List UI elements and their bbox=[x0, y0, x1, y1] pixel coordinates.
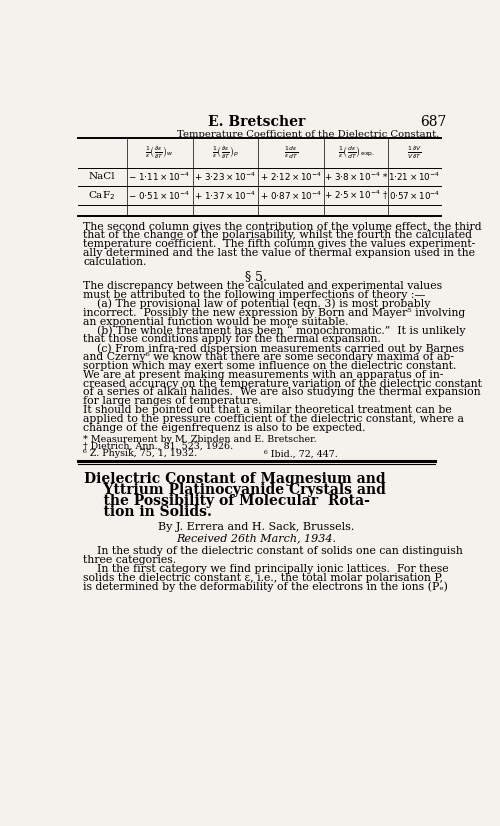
Text: (a) The provisional law of potential (eqn. 3) is most probably: (a) The provisional law of potential (eq… bbox=[84, 299, 431, 310]
Text: temperature coefficient.  The fifth column gives the values experiment-: temperature coefficient. The fifth colum… bbox=[84, 240, 475, 249]
Text: $+\ 2{\cdot}5 \times 10^{-4}$ †: $+\ 2{\cdot}5 \times 10^{-4}$ † bbox=[324, 188, 388, 202]
Text: $1{\cdot}21 \times 10^{-4}$: $1{\cdot}21 \times 10^{-4}$ bbox=[388, 171, 440, 183]
Text: $\frac{1}{\epsilon}\left(\frac{\partial\epsilon}{\partial T}\right)_w$: $\frac{1}{\epsilon}\left(\frac{\partial\… bbox=[146, 145, 174, 161]
Text: $+\ 0{\cdot}87 \times 10^{-4}$: $+\ 0{\cdot}87 \times 10^{-4}$ bbox=[260, 189, 322, 202]
Text: and Czerny⁶ we know that there are some secondary maxima of ab-: and Czerny⁶ we know that there are some … bbox=[84, 352, 454, 362]
Text: three categories.: three categories. bbox=[84, 555, 176, 565]
Text: of a series of alkali halides.  We are also studying the thermal expansion: of a series of alkali halides. We are al… bbox=[84, 387, 481, 397]
Text: change of the eigenfrequenz is also to be expected.: change of the eigenfrequenz is also to b… bbox=[84, 423, 366, 433]
Text: $+\ 3{\cdot}8 \times 10^{-4}$ *: $+\ 3{\cdot}8 \times 10^{-4}$ * bbox=[324, 171, 388, 183]
Text: † Dietrich, Ann., 81, 523, 1926.: † Dietrich, Ann., 81, 523, 1926. bbox=[84, 442, 234, 451]
Text: CaF$_2$: CaF$_2$ bbox=[88, 189, 116, 202]
Text: $\frac{1}{\epsilon}\frac{d\epsilon}{dT}$: $\frac{1}{\epsilon}\frac{d\epsilon}{dT}$ bbox=[284, 145, 298, 161]
Text: § 5.: § 5. bbox=[246, 269, 267, 282]
Text: $+\ 3{\cdot}23 \times 10^{-4}$: $+\ 3{\cdot}23 \times 10^{-4}$ bbox=[194, 171, 256, 183]
Text: We are at present making measurements with an apparatus of in-: We are at present making measurements wi… bbox=[84, 370, 444, 380]
Text: $0{\cdot}57 \times 10^{-4}$: $0{\cdot}57 \times 10^{-4}$ bbox=[388, 189, 440, 202]
Text: the Possibility of Molecular  Rota-: the Possibility of Molecular Rota- bbox=[84, 494, 370, 508]
Text: for large ranges of temperature.: for large ranges of temperature. bbox=[84, 396, 262, 406]
Text: that those conditions apply for the thermal expansion.: that those conditions apply for the ther… bbox=[84, 335, 382, 344]
Text: sorption which may exert some influence on the dielectric constant.: sorption which may exert some influence … bbox=[84, 361, 457, 371]
Text: $\frac{1}{\epsilon}\left(\frac{\partial\epsilon}{\partial T}\right)_p$: $\frac{1}{\epsilon}\left(\frac{\partial\… bbox=[212, 145, 238, 161]
Text: must be attributed to the following imperfections of theory :—: must be attributed to the following impe… bbox=[84, 290, 426, 300]
Text: $\frac{1}{V}\frac{\partial V}{\partial T}$: $\frac{1}{V}\frac{\partial V}{\partial T… bbox=[407, 145, 422, 161]
Text: an exponential function would be more suitable.: an exponential function would be more su… bbox=[84, 316, 349, 326]
Text: In the first category we find principally ionic lattices.  For these: In the first category we find principall… bbox=[84, 564, 449, 574]
Text: Received 26th March, 1934.: Received 26th March, 1934. bbox=[176, 534, 336, 544]
Text: ally determined and the last the value of thermal expansion used in the: ally determined and the last the value o… bbox=[84, 248, 475, 258]
Text: $+\ 1{\cdot}37 \times 10^{-4}$: $+\ 1{\cdot}37 \times 10^{-4}$ bbox=[194, 189, 256, 202]
Text: is determined by the deformability of the electrons in the ions (Pₑ): is determined by the deformability of th… bbox=[84, 582, 448, 592]
Text: calculation.: calculation. bbox=[84, 257, 147, 267]
Text: (b) The whole treatment has been “ monochromatic.”  It is unlikely: (b) The whole treatment has been “ monoc… bbox=[84, 325, 466, 336]
Text: Dielectric Constant of Magnesium and: Dielectric Constant of Magnesium and bbox=[84, 472, 386, 486]
Text: In the study of the dielectric constant of solids one can distinguish: In the study of the dielectric constant … bbox=[84, 547, 463, 557]
Text: tion in Solids.: tion in Solids. bbox=[84, 506, 212, 520]
Text: solids the dielectric constant ε, i.e., the total molar polarisation P,: solids the dielectric constant ε, i.e., … bbox=[84, 573, 444, 583]
Text: $\frac{1}{\epsilon}\left(\frac{d\epsilon}{dT}\right)_{\mathrm{exp.}}$: $\frac{1}{\epsilon}\left(\frac{d\epsilon… bbox=[338, 145, 374, 161]
Text: $+\ 2{\cdot}12 \times 10^{-4}$: $+\ 2{\cdot}12 \times 10^{-4}$ bbox=[260, 171, 322, 183]
Text: 687: 687 bbox=[420, 115, 447, 129]
Text: $-\ 1{\cdot}11 \times 10^{-4}$: $-\ 1{\cdot}11 \times 10^{-4}$ bbox=[128, 171, 190, 183]
Text: that of the change of the polarisability, whilst the fourth the calculated: that of the change of the polarisability… bbox=[84, 230, 472, 240]
Text: ⁶ Z. Physik, 75, 1, 1932.: ⁶ Z. Physik, 75, 1, 1932. bbox=[84, 449, 198, 458]
Text: The discrepancy between the calculated and experimental values: The discrepancy between the calculated a… bbox=[84, 281, 442, 292]
Text: The second column gives the contribution of the volume effect, the third: The second column gives the contribution… bbox=[84, 221, 482, 231]
Text: It should be pointed out that a similar theoretical treatment can be: It should be pointed out that a similar … bbox=[84, 406, 452, 415]
Text: By J. Errera and H. Sack, Brussels.: By J. Errera and H. Sack, Brussels. bbox=[158, 522, 354, 532]
Text: incorrect.  Possibly the new expression by Born and Mayer⁵ involving: incorrect. Possibly the new expression b… bbox=[84, 308, 466, 318]
Text: Temperature Coefficient of the Dielectric Constant.: Temperature Coefficient of the Dielectri… bbox=[177, 130, 440, 139]
Text: * Measurement by M. Zbinden and E. Bretscher.: * Measurement by M. Zbinden and E. Brets… bbox=[84, 434, 317, 444]
Text: Yttrium Platinocyanide Crystals and: Yttrium Platinocyanide Crystals and bbox=[84, 483, 386, 497]
Text: ⁶ Ibid., 72, 447.: ⁶ Ibid., 72, 447. bbox=[264, 449, 338, 458]
Text: applied to the pressure coefficient of the dielectric constant, where a: applied to the pressure coefficient of t… bbox=[84, 414, 464, 424]
Text: creased accuracy on the temperature variation of the dielectric constant: creased accuracy on the temperature vari… bbox=[84, 378, 482, 388]
Text: (c) From infra-red dispersion measurements carried out by Barnes: (c) From infra-red dispersion measuremen… bbox=[84, 344, 464, 354]
Text: E. Bretscher: E. Bretscher bbox=[208, 115, 305, 129]
Text: NaCl: NaCl bbox=[88, 173, 116, 182]
Text: $-\ 0{\cdot}51 \times 10^{-4}$: $-\ 0{\cdot}51 \times 10^{-4}$ bbox=[128, 189, 190, 202]
